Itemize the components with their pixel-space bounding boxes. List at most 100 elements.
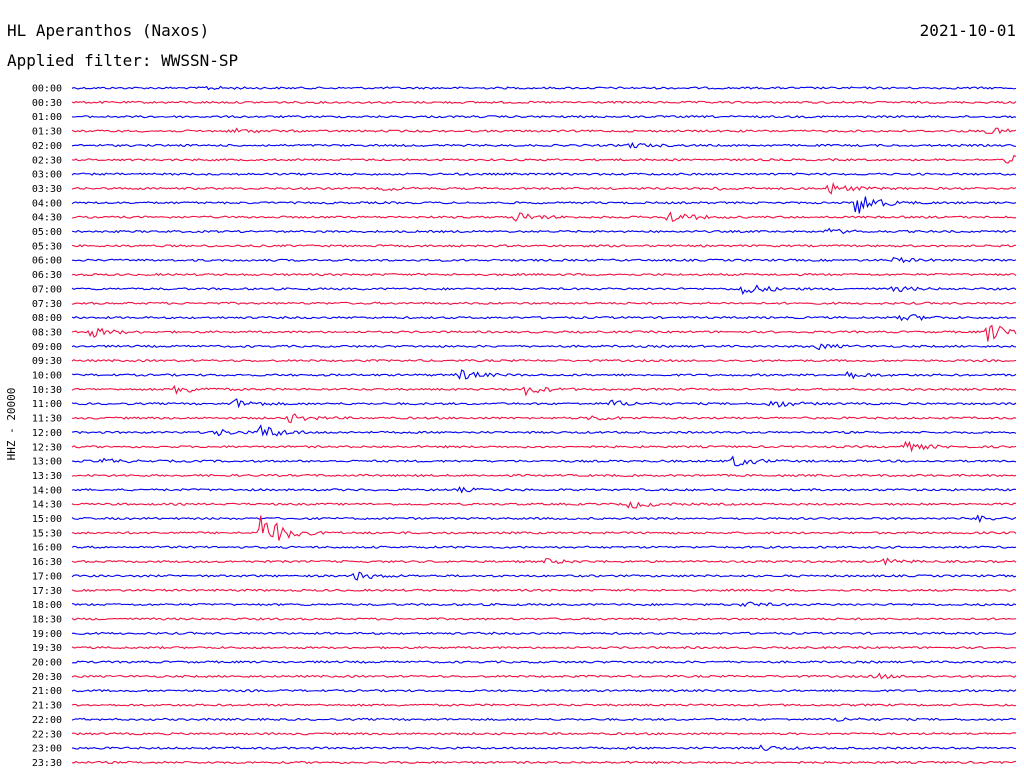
row-time-label: 21:00 bbox=[32, 686, 62, 697]
trace-0830 bbox=[71, 324, 1017, 342]
row-time-label: 14:30 bbox=[32, 500, 62, 511]
trace-0400 bbox=[71, 196, 1017, 214]
trace-0000 bbox=[71, 85, 1017, 91]
trace-1030 bbox=[71, 384, 1017, 397]
row-time-label: 09:30 bbox=[32, 356, 62, 367]
row-time-label: 12:30 bbox=[32, 442, 62, 453]
trace-2030 bbox=[71, 672, 1017, 680]
trace-0330 bbox=[71, 181, 1017, 195]
row-time-label: 21:30 bbox=[32, 701, 62, 712]
trace-1300 bbox=[71, 455, 1017, 467]
trace-0900 bbox=[71, 343, 1017, 351]
row-time-label: 15:00 bbox=[32, 514, 62, 525]
trace-1230 bbox=[71, 440, 1017, 453]
filter-label: Applied filter: WWSSN-SP bbox=[7, 51, 238, 70]
row-time-label: 19:00 bbox=[32, 629, 62, 640]
row-time-label: 00:00 bbox=[32, 84, 62, 95]
trace-1700 bbox=[71, 571, 1017, 581]
trace-0500 bbox=[71, 227, 1017, 235]
row-time-label: 01:00 bbox=[32, 112, 62, 123]
trace-0200 bbox=[71, 141, 1017, 149]
row-time-label: 08:30 bbox=[32, 327, 62, 338]
y-axis-label: HHZ - 20000 bbox=[5, 388, 18, 461]
trace-0530 bbox=[71, 244, 1017, 248]
row-time-label: 10:00 bbox=[32, 371, 62, 382]
trace-0730 bbox=[71, 301, 1017, 305]
trace-1730 bbox=[71, 588, 1017, 592]
trace-2000 bbox=[71, 660, 1017, 664]
trace-2100 bbox=[71, 688, 1017, 693]
trace-1000 bbox=[71, 369, 1017, 380]
row-time-label: 05:30 bbox=[32, 241, 62, 252]
row-time-label: 07:00 bbox=[32, 284, 62, 295]
trace-0230 bbox=[71, 154, 1017, 164]
trace-0800 bbox=[71, 314, 1017, 322]
trace-1100 bbox=[71, 398, 1017, 409]
row-time-label: 07:30 bbox=[32, 299, 62, 310]
trace-0600 bbox=[71, 256, 1017, 264]
row-time-label: 23:00 bbox=[32, 744, 62, 755]
row-time-label: 13:30 bbox=[32, 471, 62, 482]
row-time-label: 16:00 bbox=[32, 543, 62, 554]
trace-0930 bbox=[71, 358, 1017, 363]
station-title: HL Aperanthos (Naxos) bbox=[7, 21, 209, 40]
row-time-label: 02:00 bbox=[32, 141, 62, 152]
trace-0630 bbox=[71, 272, 1017, 277]
trace-1200 bbox=[71, 424, 1017, 437]
row-time-label: 18:30 bbox=[32, 614, 62, 625]
row-time-label: 11:30 bbox=[32, 414, 62, 425]
row-time-label: 12:00 bbox=[32, 428, 62, 439]
trace-1430 bbox=[71, 500, 1017, 509]
trace-1930 bbox=[71, 645, 1017, 650]
row-time-label: 06:30 bbox=[32, 270, 62, 281]
trace-1800 bbox=[71, 601, 1017, 608]
row-time-label: 04:30 bbox=[32, 213, 62, 224]
row-time-label: 14:00 bbox=[32, 485, 62, 496]
trace-2230 bbox=[71, 732, 1017, 736]
row-time-label: 22:00 bbox=[32, 715, 62, 726]
trace-2130 bbox=[71, 703, 1017, 707]
row-time-label: 02:30 bbox=[32, 155, 62, 166]
row-time-label: 08:00 bbox=[32, 313, 62, 324]
row-time-label: 17:00 bbox=[32, 571, 62, 582]
trace-1600 bbox=[71, 545, 1017, 549]
row-time-label: 09:00 bbox=[32, 342, 62, 353]
row-time-label: 13:00 bbox=[32, 457, 62, 468]
row-time-label: 17:30 bbox=[32, 586, 62, 597]
trace-1900 bbox=[71, 631, 1017, 635]
row-time-label: 01:30 bbox=[32, 127, 62, 138]
traces-group: 00:00 00:30 01:00 01:30 02:00 02:30 03:00 03:30… bbox=[32, 84, 1017, 769]
row-time-label: 16:30 bbox=[32, 557, 62, 568]
row-time-label: 18:00 bbox=[32, 600, 62, 611]
row-time-label: 03:00 bbox=[32, 170, 62, 181]
row-time-label: 22:30 bbox=[32, 729, 62, 740]
row-time-label: 03:30 bbox=[32, 184, 62, 195]
trace-1330 bbox=[71, 473, 1017, 478]
trace-0300 bbox=[71, 172, 1017, 176]
trace-1630 bbox=[71, 557, 1017, 567]
trace-1830 bbox=[71, 617, 1017, 621]
row-time-label: 23:30 bbox=[32, 758, 62, 769]
row-time-label: 15:30 bbox=[32, 528, 62, 539]
row-time-label: 06:00 bbox=[32, 256, 62, 267]
trace-1130 bbox=[71, 413, 1017, 424]
trace-0700 bbox=[71, 284, 1017, 296]
row-time-label: 19:30 bbox=[32, 643, 62, 654]
trace-1500 bbox=[71, 514, 1017, 524]
trace-2300 bbox=[71, 744, 1017, 751]
row-time-label: 20:00 bbox=[32, 658, 62, 669]
row-time-label: 05:00 bbox=[32, 227, 62, 238]
trace-2200 bbox=[71, 717, 1017, 722]
row-time-label: 04:00 bbox=[32, 198, 62, 209]
trace-0430 bbox=[71, 211, 1017, 222]
trace-0100 bbox=[71, 115, 1017, 119]
trace-0030 bbox=[71, 100, 1017, 105]
row-time-label: 20:30 bbox=[32, 672, 62, 683]
row-time-label: 11:00 bbox=[32, 399, 62, 410]
trace-0130 bbox=[71, 127, 1017, 135]
row-time-label: 10:30 bbox=[32, 385, 62, 396]
row-time-label: 00:30 bbox=[32, 98, 62, 109]
trace-1400 bbox=[71, 485, 1017, 494]
trace-1530 bbox=[71, 515, 1017, 541]
